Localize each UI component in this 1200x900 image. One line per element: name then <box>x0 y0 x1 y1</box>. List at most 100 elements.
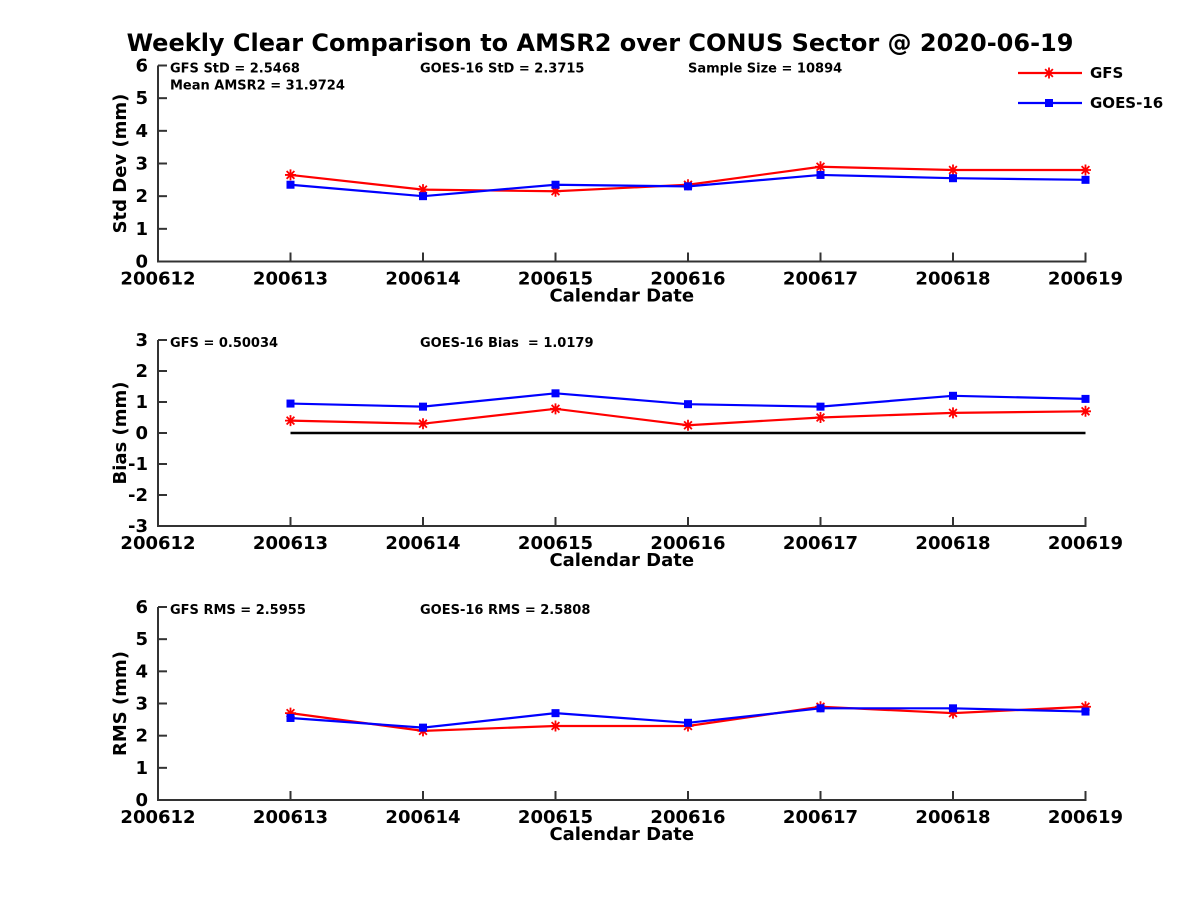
gfs-marker <box>1080 164 1091 176</box>
goes-16-marker <box>286 713 295 722</box>
y-tick-label: 5 <box>135 88 148 109</box>
gfs-marker <box>815 412 826 423</box>
x-tick-label: 200615 <box>518 807 593 828</box>
y-tick-label: 2 <box>135 726 148 747</box>
x-tick-label: 200612 <box>120 269 195 290</box>
gfs-marker <box>1080 405 1091 417</box>
y-tick-label: -3 <box>128 516 148 537</box>
x-tick-label: 200617 <box>783 269 858 290</box>
gfs-marker <box>285 707 296 719</box>
y-tick-label: 2 <box>135 361 148 382</box>
goes-16-marker <box>816 704 825 713</box>
y-tick-label: 5 <box>135 629 148 650</box>
goes-16-marker <box>1081 175 1090 184</box>
legend-label: GFS <box>1090 64 1123 82</box>
y-tick-label: 2 <box>135 186 148 207</box>
x-axis-label: Calendar Date <box>549 824 694 845</box>
y-tick-label: 4 <box>135 121 148 142</box>
goes-16-marker <box>286 180 295 189</box>
y-tick-label: 3 <box>135 154 148 175</box>
goes-16-marker <box>949 704 957 713</box>
goes-16-marker <box>551 180 560 189</box>
legend: GFS GOES-16 <box>1018 64 1163 112</box>
annotation-sample-size: Sample Size = 10894 <box>688 62 842 77</box>
goes-16-marker <box>684 182 692 191</box>
y-tick-label: 0 <box>135 790 148 811</box>
gfs-marker <box>682 419 694 431</box>
annotation-gfs: GFS = 0.50034 <box>170 336 278 351</box>
annotation-gfs-rms: GFS RMS = 2.5955 <box>170 603 306 618</box>
x-tick-label: 200619 <box>1048 807 1123 828</box>
x-tick-label: 200616 <box>650 807 725 828</box>
x-tick-label: 200613 <box>253 807 328 828</box>
annotation-goes-16-std: GOES-16 StD = 2.3715 <box>420 62 584 77</box>
goes-16-marker <box>1081 394 1090 403</box>
goes-16-marker <box>684 400 692 409</box>
goes-16-marker <box>816 170 825 179</box>
x-tick-label: 200614 <box>385 269 460 290</box>
y-axis-label: RMS (mm) <box>110 651 131 756</box>
goes-16-marker <box>419 402 427 411</box>
annotation-goes-16-rms: GOES-16 RMS = 2.5808 <box>420 603 590 618</box>
panel-rms: 0 1 2 3 4 5 6 200612 200613 200614 200615 200616 200… <box>110 597 1123 845</box>
y-axis-label: Bias (mm) <box>110 382 131 485</box>
y-tick-label: -2 <box>128 485 148 506</box>
legend-item-gfs: GFS <box>1018 64 1123 82</box>
x-tick-label: 200613 <box>253 269 328 290</box>
goes-16-marker <box>551 389 560 398</box>
y-tick-label: 0 <box>135 252 148 273</box>
x-tick-label: 200615 <box>518 269 593 290</box>
goes-16-marker <box>949 391 957 400</box>
legend-marker-star <box>1043 67 1055 79</box>
y-tick-label: 3 <box>135 330 148 351</box>
y-tick-label: 0 <box>135 423 148 444</box>
gfs-marker <box>550 403 561 415</box>
x-tick-label: 200613 <box>253 533 328 554</box>
x-tick-label: 200618 <box>915 269 990 290</box>
y-tick-label: 3 <box>135 694 148 715</box>
legend-label: GOES-16 <box>1090 94 1163 112</box>
x-tick-label: 200612 <box>120 807 195 828</box>
x-tick-label: 200614 <box>385 807 460 828</box>
goes-16-marker <box>1081 707 1090 716</box>
x-tick-label: 200612 <box>120 533 195 554</box>
x-tick-label: 200619 <box>1048 269 1123 290</box>
gfs-marker <box>550 720 561 732</box>
x-tick-label: 200618 <box>915 533 990 554</box>
gfs-marker <box>1080 701 1091 713</box>
x-tick-label: 200617 <box>783 807 858 828</box>
x-tick-label: 200619 <box>1048 533 1123 554</box>
x-tick-label: 200615 <box>518 533 593 554</box>
x-tick-label: 200616 <box>650 533 725 554</box>
y-tick-label: 6 <box>135 597 148 618</box>
panel-bias: -3 -2 -1 0 1 2 3 200612 200613 200614 200615 200616… <box>110 330 1123 571</box>
goes-16-marker <box>816 402 825 411</box>
goes-16-marker <box>286 399 295 408</box>
chart-title: Weekly Clear Comparison to AMSR2 over CO… <box>127 29 1074 57</box>
x-axis-label: Calendar Date <box>549 286 694 307</box>
goes-16-marker <box>419 192 427 201</box>
annotation-mean-amsr2: Mean AMSR2 = 31.9724 <box>170 79 345 94</box>
gfs-marker <box>417 418 429 430</box>
goes-16-marker <box>684 718 692 727</box>
y-tick-label: -1 <box>128 454 148 475</box>
x-tick-label: 200614 <box>385 533 460 554</box>
y-tick-label: 4 <box>135 661 148 682</box>
annotation-gfs-std: GFS StD = 2.5468 <box>170 62 300 77</box>
x-tick-label: 200616 <box>650 269 725 290</box>
goes-16-marker <box>419 723 427 732</box>
gfs-marker <box>815 161 826 173</box>
annotation-goes-16-bias: GOES-16 Bias = 1.0179 <box>420 336 594 351</box>
gfs-marker <box>947 407 959 419</box>
y-tick-label: 1 <box>135 219 148 240</box>
y-tick-label: 6 <box>135 56 148 77</box>
goes-16-marker <box>551 709 560 718</box>
x-tick-label: 200617 <box>783 533 858 554</box>
gfs-marker <box>417 184 429 196</box>
x-axis-label: Calendar Date <box>549 550 694 571</box>
goes-16-marker <box>949 174 957 183</box>
legend-item-goes-16: GOES-16 <box>1018 94 1163 112</box>
gfs-marker <box>550 185 561 197</box>
